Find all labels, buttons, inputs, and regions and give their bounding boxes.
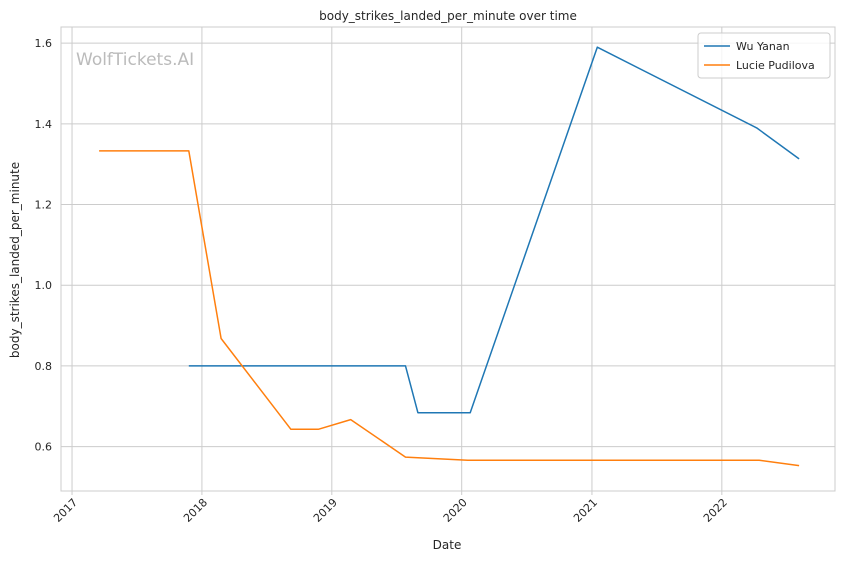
- grid-layer: [61, 27, 835, 491]
- y-tick-label: 1.2: [35, 199, 53, 212]
- legend-label-wu-yanan: Wu Yanan: [736, 40, 790, 53]
- x-tick-label: 2021: [571, 496, 600, 525]
- tick-layer: 2017 2018 2019 2020 2021 2022 0.6 0.8 1.0 1.2 1.4 1…: [35, 37, 730, 525]
- series-line-lucie-pudilova: [99, 150, 800, 467]
- y-tick-label: 1.4: [35, 118, 53, 131]
- series-line-wu-yanan: [188, 46, 800, 414]
- x-axis-label: Date: [433, 538, 462, 552]
- y-tick-label: 1.6: [35, 37, 53, 50]
- legend-label-lucie-pudilova: Lucie Pudilova: [736, 59, 815, 72]
- y-tick-label: 0.8: [35, 360, 53, 373]
- x-tick-label: 2017: [51, 496, 80, 525]
- x-tick-label: 2018: [181, 496, 210, 525]
- series-layer: [99, 46, 800, 467]
- legend: Wu Yanan Lucie Pudilova: [697, 32, 831, 79]
- y-axis-label: body_strikes_landed_per_minute: [8, 162, 22, 358]
- x-tick-label: 2019: [311, 496, 340, 525]
- chart-title: body_strikes_landed_per_minute over time: [319, 9, 577, 23]
- watermark: WolfTickets.AI: [76, 50, 194, 70]
- y-tick-label: 0.6: [35, 441, 53, 454]
- plot-frame: [60, 26, 836, 492]
- y-tick-label: 1.0: [35, 279, 53, 292]
- x-tick-label: 2022: [701, 496, 730, 525]
- x-tick-label: 2020: [441, 496, 470, 525]
- legend-box: [697, 32, 831, 79]
